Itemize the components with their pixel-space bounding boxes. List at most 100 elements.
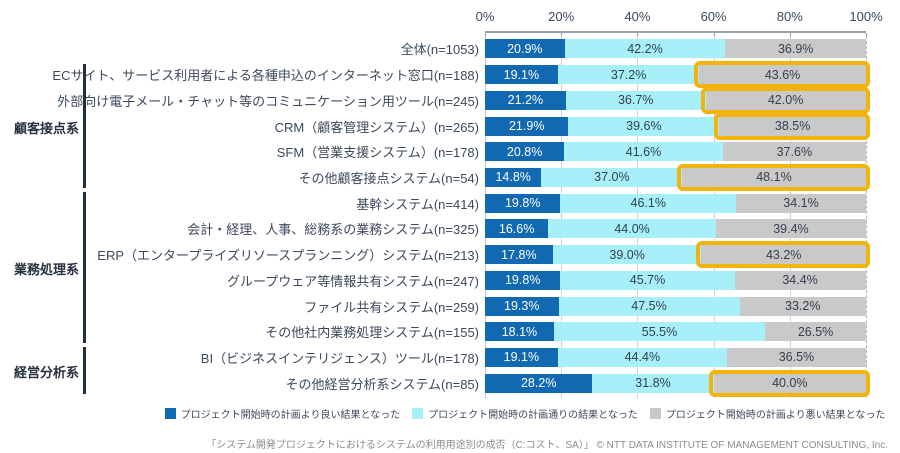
chart-rows: 全体(n=1053) 20.9% 42.2% 36.9% ECサイト、サービス利用者によ… (0, 36, 900, 397)
bar-track: 21.2% 36.7% 42.0% (485, 86, 870, 114)
row-label: SFM（営業支援システム）(n=178) (276, 145, 479, 161)
bar-value-label: 31.8% (635, 376, 671, 391)
legend-label: プロジェクト開始時の計画より良い結果となった (180, 410, 401, 421)
legend: プロジェクト開始時の計画より良い結果となった プロジェクト開始時の計画通りの結果と… (0, 406, 900, 421)
bar-value-label: 20.9% (507, 41, 543, 56)
bar-value-label: 37.6% (776, 144, 813, 159)
bar-value-label: 34.4% (782, 273, 818, 288)
legend-item: プロジェクト開始時の計画より良い結果となった (164, 406, 401, 421)
row-label: 外部向け電子メール・チャット等のコミュニケーション用ツール(n=245) (57, 93, 479, 109)
chart-row: 会計・経理、人事、総務系の業務システム(n=325) 16.6% 44.0% 39.4… (0, 216, 900, 242)
bar-segment-as-planned: 46.1% (560, 193, 737, 213)
bar-segment-worse: 36.9% (725, 39, 866, 59)
bar-value-label: 20.8% (506, 144, 543, 159)
bar-track: 19.8% 45.7% 34.4% (485, 270, 866, 290)
bar-segment-as-planned: 37.0% (541, 167, 683, 187)
legend-swatch (164, 408, 176, 419)
bar-value-label: 46.1% (630, 196, 666, 211)
bar-value-label: 19.8% (504, 273, 541, 288)
group-label: 経営分析系 (13, 365, 79, 381)
bar-value-label: 17.8% (501, 247, 537, 262)
x-axis-tick-label: 0% (475, 9, 495, 24)
bar-track: 19.1% 44.4% 36.5% (485, 347, 866, 367)
gridline (485, 36, 486, 398)
row-label: 基幹システム(n=414) (356, 196, 479, 212)
row-label: CRM（顧客管理システム）(n=265) (274, 119, 479, 135)
chart-row: その他社内業務処理システム(n=155) 18.1% 55.5% 26.5% (0, 319, 900, 345)
bar-track: 20.9% 42.2% 36.9% (485, 39, 866, 59)
bar-segment-worse: 39.4% (715, 219, 866, 239)
group-label: 業務処理系 (13, 262, 79, 278)
gridlines (485, 36, 867, 398)
bar-segment-better: 21.2% (485, 90, 566, 110)
bar-value-label: 34.1% (783, 196, 819, 211)
bar-track: 19.3% 47.5% 33.2% (485, 296, 866, 316)
x-axis-tick (485, 33, 486, 37)
bar-segment-better: 14.8% (485, 167, 542, 187)
bar-value-label: 45.7% (629, 273, 666, 288)
bar-value-label: 40.0% (772, 376, 808, 391)
bar-value-label: 37.2% (610, 67, 647, 82)
bar-value-label: 38.5% (774, 119, 811, 134)
x-axis-tick (637, 33, 639, 37)
bar-segment-worse: 43.6% (694, 61, 870, 89)
bar-segment-worse: 40.0% (708, 369, 870, 397)
bar-value-label: 19.1% (503, 350, 540, 365)
row-label: BI（ビジネスインテリジェンス）ツール(n=178) (200, 350, 479, 366)
bar-segment-worse: 38.5% (714, 112, 870, 140)
x-axis-tick (561, 33, 563, 37)
bar-segment-worse: 26.5% (765, 322, 866, 342)
x-axis-line (485, 31, 866, 33)
row-label: 会計・経理、人事、総務系の業務システム(n=325) (187, 222, 479, 238)
bar-segment-worse: 48.1% (677, 163, 870, 191)
bar-value-label: 39.0% (609, 247, 645, 262)
bar-segment-better: 19.8% (485, 270, 561, 290)
bar-segment-worse: 43.2% (696, 241, 870, 269)
bar-segment-as-planned: 39.0% (552, 245, 702, 265)
bar-value-label: 36.5% (778, 350, 815, 365)
bar-track: 19.8% 46.1% 34.1% (485, 193, 866, 213)
bar-value-label: 21.2% (507, 93, 544, 108)
legend-swatch (412, 408, 424, 419)
bar-segment-better: 17.8% (485, 245, 553, 265)
bar-value-label: 19.8% (504, 196, 541, 211)
chart-row: SFM（営業支援システム）(n=178) 20.8% 41.6% 37.6% (0, 139, 900, 165)
chart-row: ECサイト、サービス利用者による各種申込のインターネット窓口(n=188) 19.… (0, 61, 900, 89)
chart-row: 全体(n=1053) 20.9% 42.2% 36.9% (0, 36, 900, 62)
bar-value-label: 48.1% (756, 170, 792, 185)
bar-value-label: 47.5% (631, 299, 667, 314)
bar-track: 21.9% 39.6% 38.5% (485, 112, 870, 140)
row-label: グループウェア等情報共有システム(n=247) (226, 273, 479, 289)
bar-value-label: 36.9% (777, 41, 814, 56)
bar-value-label: 37.0% (594, 170, 630, 185)
x-axis-tick-label: 60% (700, 9, 727, 24)
bar-track: 14.8% 37.0% 48.1% (485, 163, 870, 191)
chart-row: グループウェア等情報共有システム(n=247) 19.8% 45.7% 34.4% (0, 267, 900, 293)
bar-value-label: 43.2% (765, 247, 802, 262)
bar-segment-better: 19.1% (485, 347, 558, 367)
x-axis-tick-label: 40% (624, 9, 651, 24)
x-axis-tick-label: 100% (849, 9, 883, 24)
legend-item: プロジェクト開始時の計画より悪い結果となった (649, 406, 885, 421)
bar-value-label: 55.5% (641, 324, 678, 339)
bar-segment-worse: 34.1% (736, 193, 866, 213)
row-label: ファイル共有システム(n=259) (304, 299, 479, 315)
bar-value-label: 42.0% (767, 93, 804, 108)
bar-value-label: 16.6% (498, 221, 535, 236)
group-bracket (83, 192, 86, 343)
legend-swatch (649, 408, 661, 419)
x-axis-tick-label: 80% (776, 9, 803, 24)
chart-row: その他経営分析系システム(n=85) 28.2% 31.8% 40.0% (0, 369, 900, 397)
bar-segment-as-planned: 42.2% (564, 39, 726, 59)
bar-track: 16.6% 44.0% 39.4% (485, 219, 866, 239)
bar-value-label: 44.4% (624, 350, 661, 365)
bar-value-label: 39.6% (626, 119, 662, 134)
group-bracket (83, 63, 86, 189)
row-label: その他顧客接点システム(n=54) (298, 170, 479, 186)
bar-value-label: 41.6% (625, 144, 662, 159)
legend-item: プロジェクト開始時の計画通りの結果となった (412, 406, 638, 421)
bar-value-label: 33.2% (785, 299, 821, 314)
row-label: 全体(n=1053) (400, 42, 479, 58)
row-label: ERP（エンタープライズリソースプランニング）システム(n=213) (97, 248, 479, 264)
row-label: その他社内業務処理システム(n=155) (265, 325, 479, 341)
